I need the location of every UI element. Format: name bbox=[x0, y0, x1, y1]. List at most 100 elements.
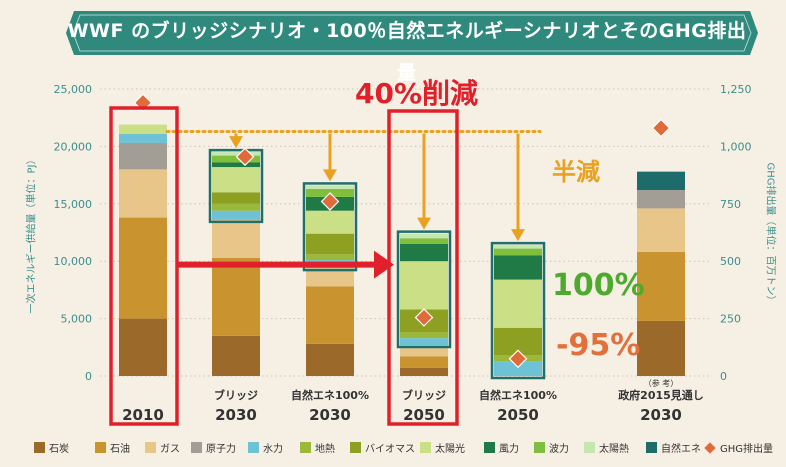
legend-swatch bbox=[534, 442, 545, 453]
y-tick-label-left: 15,000 bbox=[54, 198, 93, 211]
bar-segment bbox=[212, 192, 260, 204]
renewable-outline-box bbox=[396, 230, 452, 349]
y-tick-label-left: 5,000 bbox=[61, 313, 93, 326]
legend-swatch bbox=[191, 442, 202, 453]
bar-segment bbox=[494, 248, 542, 256]
highlight-frames bbox=[109, 106, 459, 426]
bar-segment bbox=[119, 217, 167, 319]
y-tick-label-right: 500 bbox=[720, 255, 741, 268]
ghg-marker bbox=[651, 118, 671, 138]
reduction-callout: 40%削減 bbox=[355, 77, 479, 110]
legend-label: 石炭 bbox=[49, 444, 69, 455]
highlight-frame-bridge-2050 bbox=[387, 109, 459, 426]
ghg-marker bbox=[320, 192, 340, 211]
highlight-frame-2010 bbox=[109, 106, 179, 426]
bar-segment bbox=[119, 169, 167, 218]
legend-swatch bbox=[484, 442, 495, 453]
down-arrow-head bbox=[511, 229, 525, 242]
legend-label: 地熱 bbox=[315, 444, 335, 455]
axis-ticks: 0 0 5,000 250 10,000 500 15,000 750 20,000 1,000 2… bbox=[54, 83, 752, 383]
legend-label: 風力 bbox=[499, 444, 519, 455]
bar-segment bbox=[212, 162, 260, 168]
bar-segment bbox=[306, 233, 354, 255]
bar-segment bbox=[637, 320, 685, 376]
bar-segment bbox=[400, 345, 448, 357]
legend-label: GHG排出量 bbox=[720, 444, 774, 455]
y-tick-label-right: 1,000 bbox=[720, 140, 752, 153]
legend-item: 波力 bbox=[534, 440, 569, 455]
category-label-top: ブリッジ bbox=[214, 388, 258, 402]
y-tick-label-left: 25,000 bbox=[54, 83, 93, 96]
y-tick-label-right: 250 bbox=[720, 313, 741, 326]
bar-segment bbox=[212, 203, 260, 211]
legend-item: ガス bbox=[145, 440, 180, 455]
legend-label: 太陽熱 bbox=[599, 444, 629, 455]
legend-swatch bbox=[300, 442, 311, 453]
legend-label: 石油 bbox=[110, 444, 130, 455]
category-label-top: 自然エネ100% bbox=[291, 388, 369, 402]
legend-swatch bbox=[350, 442, 361, 453]
bar-segment bbox=[119, 124, 167, 134]
bar-segment bbox=[400, 243, 448, 262]
bar-segment bbox=[212, 155, 260, 163]
category-note: （参 考） bbox=[644, 378, 679, 388]
y-tick-label-left: 10,000 bbox=[54, 255, 93, 268]
legend-item: 石油 bbox=[95, 440, 130, 455]
bar-segment bbox=[637, 171, 685, 191]
category-label-bottom: 2050 bbox=[497, 406, 539, 424]
bar-segment bbox=[637, 208, 685, 253]
down-arrow-head bbox=[229, 136, 243, 149]
legend-swatch bbox=[584, 442, 595, 453]
bar-segment bbox=[400, 233, 448, 239]
down-arrow-head bbox=[323, 169, 337, 182]
legend-swatch bbox=[248, 442, 259, 453]
legend-item: 地熱 bbox=[300, 440, 335, 455]
bar-segment bbox=[400, 261, 448, 310]
legend-swatch bbox=[646, 442, 657, 453]
category-label-top: 自然エネ100% bbox=[479, 388, 557, 402]
category-label-bottom: 2030 bbox=[309, 406, 351, 424]
page-title: WWF のブリッジシナリオ・100％自然エネルギーシナリオとそのGHG排出量 bbox=[67, 20, 747, 84]
bar-segment bbox=[400, 356, 448, 368]
y-axis-label-left: 一次エネルギー供給量（単位：PJ） bbox=[26, 154, 38, 314]
legend-swatch bbox=[704, 441, 716, 454]
bar-segment bbox=[494, 245, 542, 249]
ghg-marker bbox=[235, 147, 255, 167]
legend-item: 石炭 bbox=[34, 440, 69, 455]
bar-segment bbox=[306, 254, 354, 261]
y-tick-label-left: 0 bbox=[85, 370, 92, 383]
minus-95-callout: -95% bbox=[556, 328, 641, 363]
bar-segment bbox=[119, 133, 167, 143]
legend-swatch bbox=[95, 442, 106, 453]
renewable-outline-box bbox=[490, 241, 546, 380]
bar-segment bbox=[637, 190, 685, 209]
legend-swatch bbox=[145, 442, 156, 453]
legend-label: 波力 bbox=[549, 444, 569, 455]
bar-segment bbox=[306, 268, 354, 287]
renewable-boxes bbox=[208, 148, 546, 380]
ghg-marker bbox=[414, 308, 434, 327]
y-tick-label-left: 20,000 bbox=[54, 140, 93, 153]
category-label-bottom: 2030 bbox=[640, 406, 682, 424]
legend-label: 水力 bbox=[263, 444, 283, 455]
bar-segment bbox=[119, 142, 167, 170]
y-tick-label-right: 750 bbox=[720, 198, 741, 211]
legend-item: 原子力 bbox=[191, 440, 236, 455]
legend-label: 太陽光 bbox=[435, 444, 465, 455]
bar-segment bbox=[212, 167, 260, 193]
bar-segment bbox=[306, 210, 354, 234]
down-arrow-head bbox=[417, 217, 431, 230]
legend-label: バイオマス bbox=[365, 444, 415, 455]
legend-item: 太陽熱 bbox=[584, 440, 629, 455]
category-label-bottom: 2050 bbox=[403, 406, 445, 424]
bar-segment bbox=[306, 185, 354, 189]
y-tick-label-right: 0 bbox=[720, 370, 727, 383]
bar-segment bbox=[306, 286, 354, 344]
ghg-marker bbox=[508, 349, 528, 369]
category-label-top: ブリッジ bbox=[402, 388, 446, 402]
bar-segment bbox=[494, 361, 542, 376]
renewable-outline-box bbox=[208, 148, 264, 224]
y-axis-label-right: GHG排出量（単位：百万トン） bbox=[764, 162, 776, 306]
bar-segment bbox=[212, 335, 260, 376]
legend-swatch bbox=[34, 442, 45, 453]
